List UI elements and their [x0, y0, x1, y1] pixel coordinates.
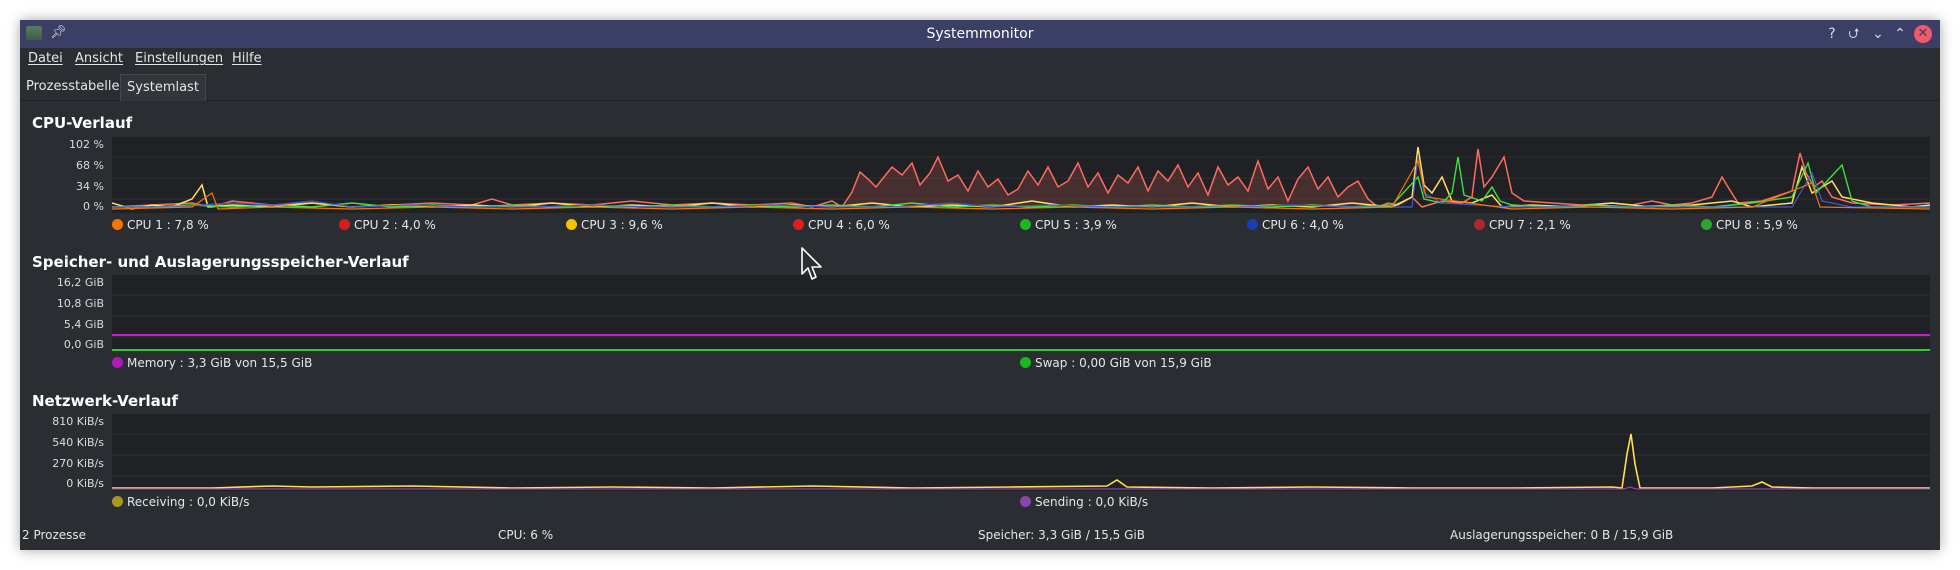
cpu5-legend-label: CPU 5 : 3,9 %: [1035, 218, 1117, 232]
keep-above-icon[interactable]: ⮍: [1848, 26, 1860, 42]
memory-y-tick: 0,0 GiB: [63, 338, 104, 351]
memory-legend: Memory : 3,3 GiB von 15,5 GiB: [112, 356, 312, 370]
cpu2-legend: CPU 2 : 4,0 %: [339, 218, 436, 232]
cpu8-legend-label: CPU 8 : 5,9 %: [1716, 218, 1798, 232]
cpu1-color-dot: [112, 219, 123, 230]
cpu7-legend-label: CPU 7 : 2,1 %: [1489, 218, 1571, 232]
network-history-graph: [112, 433, 1930, 490]
cpu7-legend: CPU 7 : 2,1 %: [1474, 218, 1571, 232]
cpu5-legend: CPU 5 : 3,9 %: [1020, 218, 1117, 232]
tab-prozesstabelle[interactable]: Prozesstabelle: [26, 79, 120, 94]
maximize-icon[interactable]: ⌃: [1894, 26, 1906, 42]
menu-bar: Datei Ansicht Einstellungen Hilfe: [20, 48, 1940, 72]
receiving-legend: Receiving : 0,0 KiB/s: [112, 495, 249, 509]
receiving-legend-label: Receiving : 0,0 KiB/s: [127, 495, 250, 509]
cpu4-legend-label: CPU 4 : 6,0 %: [808, 218, 890, 232]
cpu-y-tick: 34 %: [76, 180, 104, 193]
sending-legend-label: Sending : 0,0 KiB/s: [1035, 495, 1149, 509]
menu-hilfe[interactable]: Hilfe: [232, 51, 262, 66]
system-monitor-app-icon[interactable]: [26, 26, 42, 40]
cpu8-color-dot: [1701, 219, 1712, 230]
memory-y-tick: 5,4 GiB: [63, 318, 104, 331]
cpu-y-tick: 102 %: [69, 138, 104, 151]
cpu6-legend-label: CPU 6 : 4,0 %: [1262, 218, 1344, 232]
cpu1-legend: CPU 1 : 7,8 %: [112, 218, 209, 232]
cpu4-color-dot: [793, 219, 804, 230]
swap-legend: Swap : 0,00 GiB von 15,9 GiB: [1020, 356, 1212, 370]
close-icon[interactable]: ✕: [1914, 25, 1932, 43]
network-y-tick: 810 KiB/s: [52, 415, 104, 428]
title-bar[interactable]: 📌︎ Systemmonitor ? ⮍ ⌄ ⌃ ✕: [20, 20, 1940, 48]
swap-legend-label: Swap : 0,00 GiB von 15,9 GiB: [1035, 356, 1212, 370]
status-cpu: CPU: 6 %: [498, 528, 554, 542]
pin-icon[interactable]: 📌︎: [50, 25, 67, 40]
network-y-tick: 540 KiB/s: [52, 436, 104, 449]
network-y-tick: 270 KiB/s: [52, 457, 104, 470]
menu-einstellungen[interactable]: Einstellungen: [135, 51, 224, 66]
cpu-y-tick: 0 %: [83, 200, 104, 213]
cpu6-color-dot: [1247, 219, 1258, 230]
cpu2-legend-label: CPU 2 : 4,0 %: [354, 218, 436, 232]
cpu-section-title: CPU-Verlauf: [32, 114, 133, 132]
sending-line: [112, 486, 1930, 490]
tab-systemlast[interactable]: Systemlast: [120, 74, 206, 101]
cpu3-color-dot: [566, 219, 577, 230]
menu-datei[interactable]: Datei: [28, 51, 63, 66]
memory-y-tick: 10,8 GiB: [56, 297, 104, 310]
network-y-tick: 0 KiB/s: [66, 477, 104, 490]
help-icon[interactable]: ?: [1828, 26, 1836, 42]
memory-color-dot: [112, 357, 123, 368]
mouse-cursor-icon: [801, 247, 822, 280]
network-history-plot: [112, 414, 1930, 491]
cpu-y-tick: 68 %: [76, 159, 104, 172]
receiving-line: [112, 433, 1930, 489]
cpu3-legend-label: CPU 3 : 9,6 %: [581, 218, 663, 232]
network-section-title: Netzwerk-Verlauf: [32, 392, 178, 410]
cpu-history-plot: [112, 137, 1930, 213]
minimize-icon[interactable]: ⌄: [1872, 26, 1884, 42]
window-title: Systemmonitor: [926, 26, 1034, 42]
memory-section-title: Speicher- und Auslagerungsspeicher-Verla…: [32, 253, 409, 271]
swap-color-dot: [1020, 357, 1031, 368]
status-processes: 2 Prozesse: [22, 528, 87, 542]
menu-ansicht[interactable]: Ansicht: [75, 51, 124, 66]
cpu4-legend: CPU 4 : 6,0 %: [793, 218, 890, 232]
memory-y-tick: 16,2 GiB: [56, 276, 104, 289]
sending-legend: Sending : 0,0 KiB/s: [1020, 495, 1148, 509]
system-monitor-window: 📌︎ Systemmonitor ? ⮍ ⌄ ⌃ ✕ Datei Ansicht…: [20, 20, 1940, 550]
cpu8-legend: CPU 8 : 5,9 %: [1701, 218, 1798, 232]
cpu6-legend: CPU 6 : 4,0 %: [1247, 218, 1344, 232]
receiving-color-dot: [112, 496, 123, 507]
cpu7-color-dot: [1474, 219, 1485, 230]
cpu2-color-dot: [339, 219, 350, 230]
cpu3-legend: CPU 3 : 9,6 %: [566, 218, 663, 232]
sending-color-dot: [1020, 496, 1031, 507]
status-swap: Auslagerungsspeicher: 0 B / 15,9 GiB: [1450, 528, 1674, 542]
status-memory: Speicher: 3,3 GiB / 15,5 GiB: [978, 528, 1145, 542]
memory-history-plot: [112, 275, 1930, 352]
cpu1-legend-label: CPU 1 : 7,8 %: [127, 218, 209, 232]
memory-legend-label: Memory : 3,3 GiB von 15,5 GiB: [127, 356, 313, 370]
tab-bar: Prozesstabelle Systemlast: [20, 74, 1940, 101]
memory-history-graph: [112, 294, 1930, 351]
cpu5-color-dot: [1020, 219, 1031, 230]
cpu-history-graph: [112, 146, 1930, 210]
